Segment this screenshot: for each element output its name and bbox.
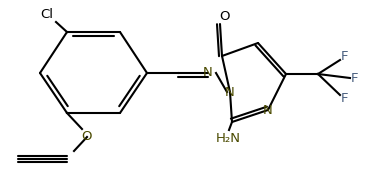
Text: N: N: [225, 85, 235, 98]
Text: Cl: Cl: [40, 8, 54, 22]
Text: F: F: [341, 50, 349, 63]
Text: O: O: [220, 9, 230, 22]
Text: N: N: [203, 66, 213, 79]
Text: N: N: [263, 103, 273, 117]
Text: O: O: [82, 131, 92, 143]
Text: F: F: [341, 93, 349, 105]
Text: F: F: [351, 71, 359, 84]
Text: H₂N: H₂N: [215, 132, 240, 145]
